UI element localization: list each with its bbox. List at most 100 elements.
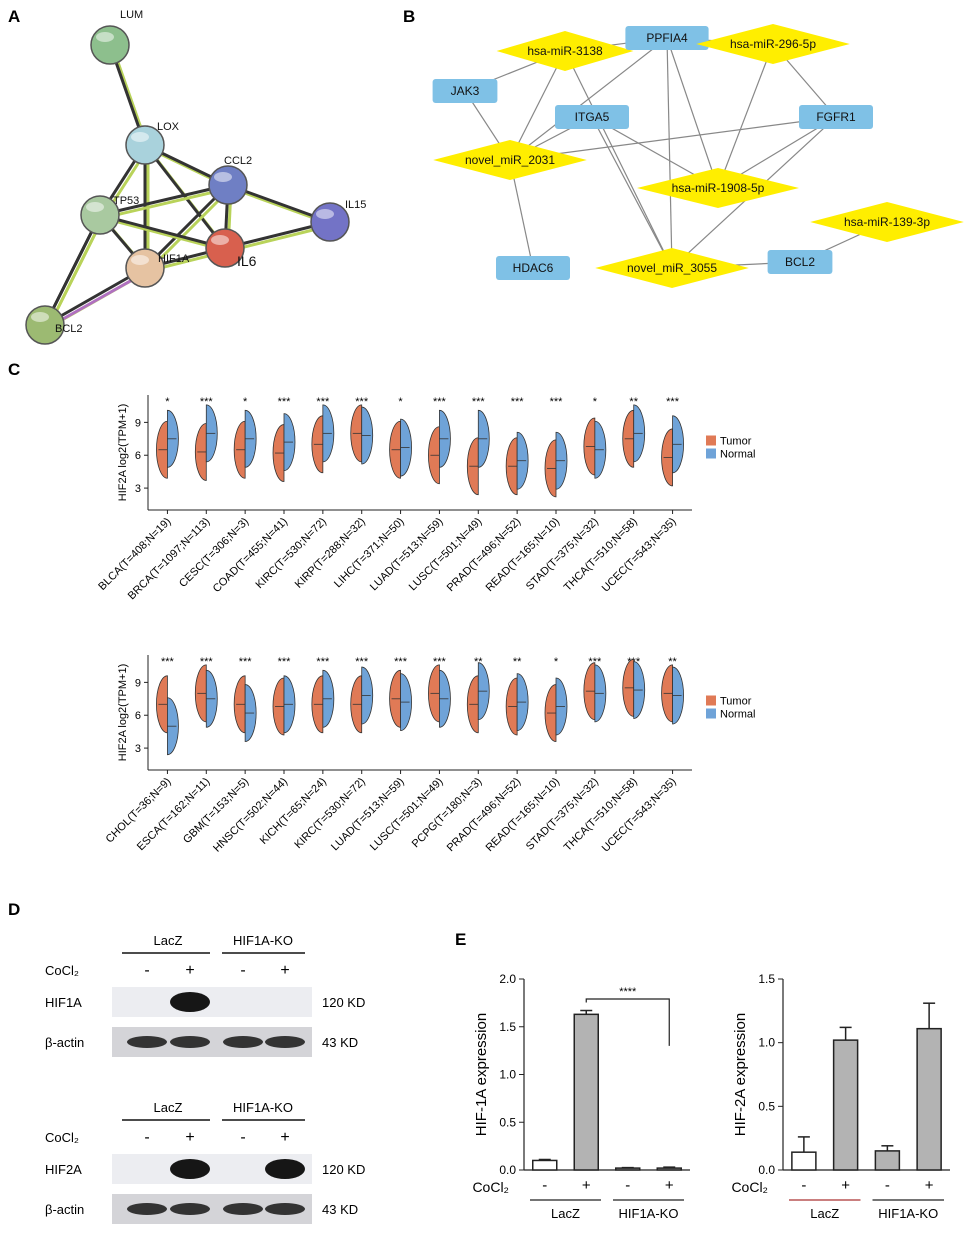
group-label: HIF1A-KO — [233, 933, 293, 948]
node-label: LOX — [157, 121, 180, 133]
bar — [532, 1159, 558, 1171]
significance: *** — [278, 396, 292, 408]
y-tick-label: 1.5 — [758, 972, 775, 986]
size-label: 43 KD — [322, 1035, 358, 1050]
treatment-label: CoCl₂ — [731, 1179, 768, 1195]
gene-node — [496, 256, 570, 280]
lane-label: + — [185, 962, 194, 979]
size-label: 43 KD — [322, 1202, 358, 1217]
node-label: hsa-miR-139-3p — [844, 215, 930, 229]
significance: *** — [200, 396, 214, 408]
y-tick-label: 0.5 — [499, 1115, 516, 1129]
node-highlight — [316, 209, 334, 219]
node-label: FGFR1 — [816, 110, 856, 124]
edge — [591, 116, 673, 269]
node-label: HIF1A — [158, 253, 190, 265]
significance: *** — [316, 396, 330, 408]
blot-band — [127, 1036, 167, 1048]
lane-label: - — [144, 962, 149, 979]
treatment-label: CoCl₂ — [472, 1179, 509, 1195]
significance-bracket — [585, 998, 670, 1046]
bar — [832, 1039, 859, 1171]
y-axis-label: HIF-1A expression — [473, 1013, 490, 1136]
group-label: HIF1A-KO — [233, 1100, 293, 1115]
lane-label: + — [280, 962, 289, 979]
mirna-node — [595, 248, 749, 288]
y-tick-label: 6 — [135, 710, 141, 722]
significance: *** — [472, 396, 486, 408]
bar — [656, 1167, 682, 1171]
x-tick-label: + — [841, 1177, 850, 1194]
blot-band — [170, 1036, 210, 1048]
node-label: CCL2 — [224, 155, 252, 167]
significance: *** — [161, 656, 175, 668]
node-highlight — [31, 312, 49, 322]
significance: *** — [355, 656, 369, 668]
group-label: LacZ — [154, 933, 183, 948]
significance: ** — [474, 656, 483, 668]
significance: * — [165, 396, 170, 408]
y-tick-label: 2.0 — [499, 972, 516, 986]
panel-label: C — [8, 360, 20, 379]
edge — [509, 116, 837, 161]
blot-band — [170, 1159, 210, 1179]
significance: * — [554, 656, 559, 668]
legend-swatch — [706, 695, 716, 706]
edge — [717, 43, 774, 189]
protein-node — [208, 165, 248, 205]
mirna-node — [810, 202, 964, 242]
lane-label: - — [144, 1129, 149, 1146]
bar — [874, 1150, 901, 1171]
node-label: hsa-miR-3138 — [527, 44, 603, 58]
edge — [43, 214, 102, 326]
y-tick-label: 9 — [135, 417, 141, 429]
blot-band — [265, 1036, 305, 1048]
significance: * — [398, 396, 403, 408]
legend-swatch — [706, 448, 716, 459]
blot-band — [170, 1203, 210, 1215]
significance: *** — [394, 656, 408, 668]
x-tick-label: - — [542, 1177, 547, 1194]
bar — [916, 1027, 942, 1171]
significance: *** — [239, 656, 253, 668]
panel-label: A — [8, 7, 20, 26]
gene-node — [767, 250, 833, 274]
treatment-label: CoCl₂ — [45, 1130, 79, 1145]
significance: *** — [355, 396, 369, 408]
blot-band — [223, 1036, 263, 1048]
size-label: 120 KD — [322, 995, 365, 1010]
significance: * — [243, 396, 248, 408]
significance: *** — [278, 656, 292, 668]
node-label: IL15 — [345, 199, 366, 211]
y-tick-label: 9 — [135, 677, 141, 689]
x-tick-label: - — [625, 1177, 630, 1194]
significance: *** — [666, 396, 680, 408]
significance: ** — [513, 656, 522, 668]
bar — [791, 1151, 817, 1171]
protein-node — [90, 25, 130, 65]
gene-node — [555, 105, 629, 129]
legend-label: Normal — [720, 709, 755, 721]
blot-band — [170, 992, 210, 1012]
node-label: BCL2 — [785, 255, 815, 269]
node-label: ITGA5 — [575, 110, 610, 124]
node-label: PPFIA4 — [646, 31, 688, 45]
y-axis-label: HIF2A log2(TPM+1) — [117, 664, 129, 762]
y-tick-label: 1.5 — [499, 1020, 516, 1034]
row-label: HIF1A — [45, 995, 82, 1010]
blot-band — [223, 1203, 263, 1215]
significance: ** — [668, 656, 677, 668]
y-tick-label: 0.5 — [758, 1099, 775, 1113]
significance: * — [593, 396, 598, 408]
mirna-node — [696, 24, 850, 64]
node-label: hsa-miR-296-5p — [730, 37, 816, 51]
gene-node — [432, 79, 498, 103]
legend-swatch — [706, 708, 716, 719]
node-label: IL6 — [237, 253, 257, 269]
group-label: HIF1A-KO — [878, 1206, 938, 1221]
blot-band — [265, 1203, 305, 1215]
significance: *** — [200, 656, 214, 668]
group-label: LacZ — [154, 1100, 183, 1115]
panel-label: D — [8, 900, 20, 919]
